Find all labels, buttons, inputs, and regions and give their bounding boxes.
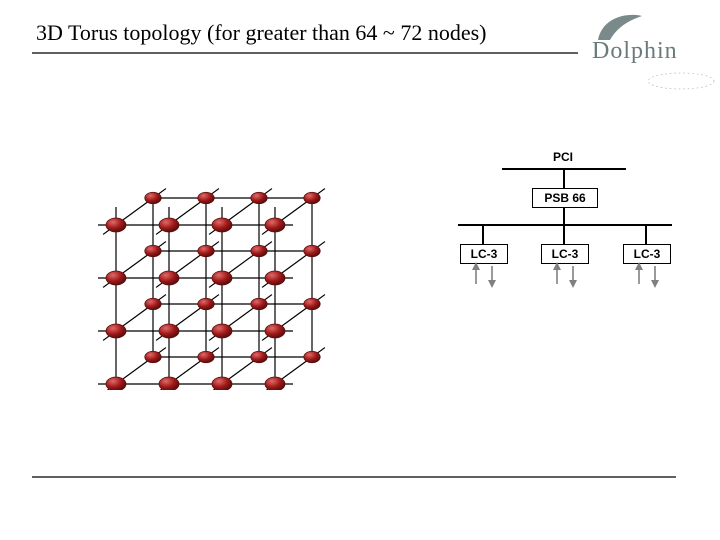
block-diagram: PCI PSB 66 LC-3 LC-3 LC-3: [440, 150, 700, 310]
lc3-box-2: LC-3: [541, 244, 589, 264]
psb-bus-line: [458, 224, 672, 226]
pci-label: PCI: [553, 150, 573, 164]
lc3-box-3: LC-3: [623, 244, 671, 264]
page-title: 3D Torus topology (for greater than 64 ~…: [36, 20, 486, 46]
lc3-box-2-label: LC-3: [552, 247, 579, 261]
dolphin-logo: Dolphin: [592, 10, 712, 90]
psb-down-wire: [563, 208, 565, 224]
drop-1: [482, 224, 484, 244]
pci-to-psb-wire: [563, 168, 565, 188]
lc3-box-1: LC-3: [460, 244, 508, 264]
lc3-box-3-label: LC-3: [634, 247, 661, 261]
drop-3: [645, 224, 647, 244]
torus-diagram: [96, 155, 386, 390]
logo-subtext-icon: [646, 70, 716, 92]
psb-box-label: PSB 66: [544, 191, 585, 205]
drop-2: [563, 224, 565, 244]
rule-top: [32, 52, 578, 54]
psb-box: PSB 66: [532, 188, 598, 208]
lc3-arrows: [440, 262, 690, 292]
rule-bottom: [32, 476, 676, 478]
logo-text: Dolphin: [592, 38, 678, 65]
lc3-box-1-label: LC-3: [471, 247, 498, 261]
